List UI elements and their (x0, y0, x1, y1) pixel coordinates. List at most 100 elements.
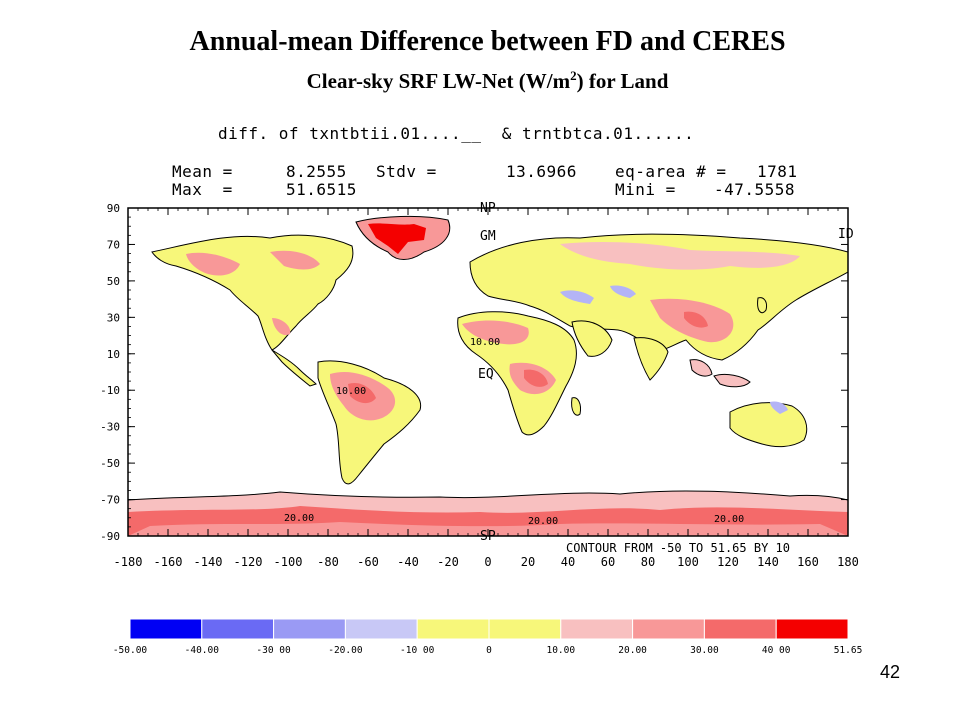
colorbar-label: -40.00 (185, 645, 220, 656)
lon-tick-label: -20 (437, 555, 459, 569)
colorbar-swatch (344, 618, 418, 640)
colorbar-swatch (632, 618, 705, 640)
lat-tick-label: -50 (100, 457, 120, 470)
colorbar-labels: -50.00 -40.00 -30 00 -20.00 -10 00 0 10.00 20.0… (113, 645, 862, 656)
lat-tick-label: 90 (107, 202, 120, 215)
lon-tick-label: -80 (317, 555, 339, 569)
colorbar-swatch (775, 618, 849, 640)
lon-tick-label: 0 (484, 555, 491, 569)
subtitle-main: Clear-sky SRF LW-Net (W/m (306, 69, 571, 93)
central-america-shape (271, 349, 317, 387)
australia-blue (770, 401, 788, 414)
lon-tick-label: -120 (234, 555, 263, 569)
eurasia-pink-north (560, 242, 800, 270)
contour-note: CONTOUR FROM -50 TO 51.65 BY 10 (566, 541, 790, 555)
colorbar-label: 20.00 (618, 645, 647, 656)
max-value: 51.6515 (286, 180, 357, 199)
colorbar-label: 0 (486, 645, 492, 656)
colorbar-swatch (488, 618, 562, 640)
mini-value: -47.5558 (714, 180, 796, 199)
mean-label: Mean = (172, 162, 233, 181)
lon-tick-label: -40 (397, 555, 419, 569)
lon-tick-label: 80 (641, 555, 655, 569)
colorbar-label: 51.65 (834, 645, 863, 656)
contour-label-ant-1: 20.00 (284, 513, 314, 524)
page-title: Annual-mean Difference between FD and CE… (189, 26, 786, 57)
eurasia-red (684, 311, 708, 328)
arabia-shape (571, 320, 613, 357)
eqarea-value: 1781 (757, 162, 798, 181)
eurasia-blue (560, 285, 636, 304)
colorbar-swatch (129, 618, 203, 640)
mini-label: Mini = (615, 180, 676, 199)
colorbar-swatch (201, 618, 275, 640)
north-america-shape (151, 234, 354, 351)
africa-red (524, 369, 548, 387)
lon-tick-label: 160 (797, 555, 819, 569)
marker-gm: GM (480, 229, 496, 244)
lon-tick-label: 140 (757, 555, 779, 569)
colorbar-swatch (560, 618, 634, 640)
contour-label-africa: 10.00 (470, 337, 500, 348)
subtitle-superscript: 2 (570, 68, 577, 83)
madagascar-shape (571, 397, 581, 416)
colorbar-label: 30.00 (690, 645, 719, 656)
colorbar-label: 10.00 (546, 645, 575, 656)
colorbar-label: 40 00 (762, 645, 791, 656)
marker-sp: SP (480, 529, 496, 544)
lon-tick-label: -180 (114, 555, 143, 569)
colorbar-label: -30 00 (256, 645, 291, 656)
lat-tick-label: 70 (107, 238, 120, 251)
longitude-axis: -180 -160 -140 -120 -100 -80 -60 -40 -20 0 20 40 60 8… (114, 208, 859, 569)
north-america-pink (186, 250, 320, 336)
max-label: Max = (172, 180, 233, 199)
colorbar-label: -50.00 (113, 645, 148, 656)
lon-tick-label: 60 (601, 555, 615, 569)
contour-label-ant-2: 20.00 (528, 516, 558, 527)
marker-id: ID (838, 227, 854, 242)
mean-value: 8.2555 (286, 162, 347, 181)
lat-tick-label: 50 (107, 275, 120, 288)
se-asia-shape (689, 359, 751, 388)
japan-shape (757, 297, 767, 314)
colorbar-label: -10 00 (400, 645, 435, 656)
marker-eq: EQ (478, 367, 494, 382)
contour-label-sa: 10.00 (336, 386, 366, 397)
stdv-label: Stdv = (376, 162, 437, 181)
eqarea-label: eq-area # = (615, 162, 727, 181)
lon-tick-label: -160 (154, 555, 183, 569)
colorbar (129, 618, 849, 640)
lon-tick-label: -140 (194, 555, 223, 569)
lon-tick-label: 40 (561, 555, 575, 569)
lon-tick-label: -100 (274, 555, 303, 569)
lon-tick-label: 120 (717, 555, 739, 569)
page-number: 42 (880, 662, 901, 682)
subtitle-tail: ) for Land (576, 69, 669, 93)
marker-np: NP (480, 201, 496, 216)
colorbar-swatch (703, 618, 777, 640)
lon-tick-label: 100 (677, 555, 699, 569)
diff-line: diff. of txntbtii.01....__ & trntbtca.01… (218, 124, 695, 143)
south-america-red (348, 382, 376, 404)
colorbar-swatch (273, 618, 346, 640)
lon-tick-label: 180 (837, 555, 859, 569)
contour-label-ant-3: 20.00 (714, 514, 744, 525)
stdv-value: 13.6966 (506, 162, 577, 181)
lat-tick-label: 10 (107, 348, 120, 361)
latitude-axis: 90 70 50 30 10 -10 -30 -50 -70 -90 (100, 202, 848, 543)
page-subtitle: Clear-sky SRF LW-Net (W/m2) for Land (0, 68, 960, 94)
colorbar-swatch (416, 618, 490, 640)
lat-tick-label: -10 (100, 384, 120, 397)
colorbar-label: -20.00 (328, 645, 363, 656)
lon-tick-label: -60 (357, 555, 379, 569)
greenland-core (368, 223, 426, 254)
india-shape (633, 337, 669, 381)
lon-tick-label: 20 (521, 555, 535, 569)
map-field: 10.00 10.00 20.00 20.00 20.00 (128, 215, 848, 536)
lat-tick-label: -30 (100, 421, 120, 434)
lat-tick-label: 30 (107, 311, 120, 324)
australia-shape (729, 402, 808, 448)
lat-tick-label: -70 (100, 494, 120, 507)
lat-tick-label: -90 (100, 530, 120, 543)
